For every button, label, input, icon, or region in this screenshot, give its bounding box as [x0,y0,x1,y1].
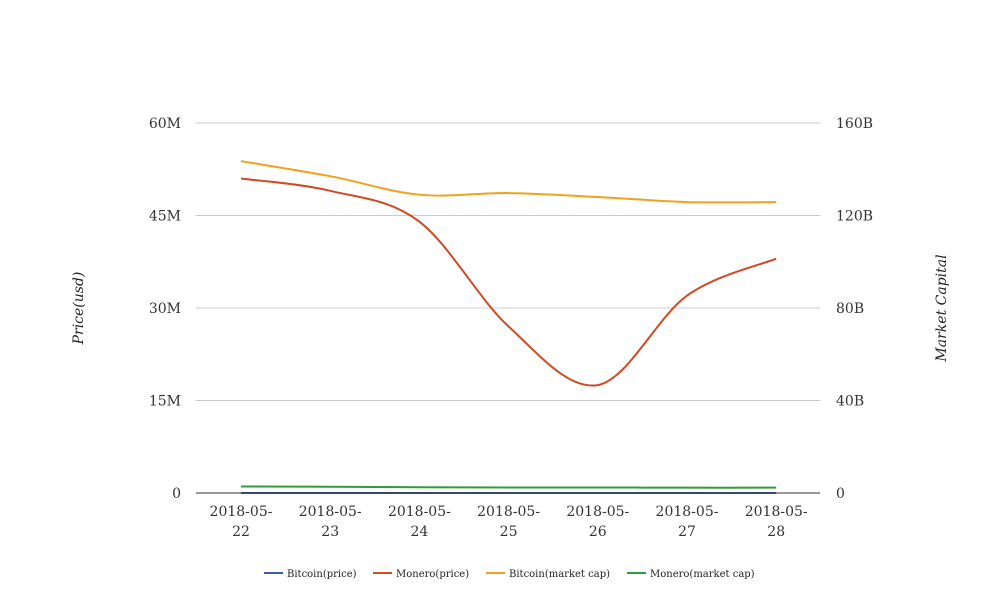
x-tick-label: 2018-05- 22 [210,504,273,540]
x-tick-label-line: 25 [500,524,518,540]
y2-tick-label: 0 [836,486,845,502]
y-tick-label: 0 [172,486,181,502]
legend-label: Bitcoin(market cap) [509,569,610,580]
x-tick-label-line: 22 [232,524,250,540]
legend: Bitcoin(price) Monero(price) Bitcoin(marke… [264,569,755,580]
x-tick-label: 2018-05- 24 [388,504,451,540]
x-tick-label-line: 2018-05- [656,504,719,520]
y-axis-ticks: 0 15M 30M 45M 60M [149,116,181,502]
x-tick-label-line: 2018-05- [745,504,808,520]
x-tick-label-line: 28 [767,524,785,540]
x-tick-label: 2018-05- 28 [745,504,808,540]
y2-tick-label: 40B [836,394,864,410]
y2-tick-label: 120B [836,209,873,225]
y2-tick-label: 160B [836,116,873,132]
x-tick-label: 2018-05- 26 [566,504,629,540]
x-tick-label-line: 27 [678,524,696,540]
x-tick-label: 2018-05- 23 [299,504,362,540]
y2-axis-ticks: 0 40B 80B 120B 160B [836,116,873,502]
x-tick-label-line: 2018-05- [210,504,273,520]
y-tick-label: 15M [149,394,181,410]
series-line-monero-price [240,177,777,387]
x-tick-label-line: 2018-05- [299,504,362,520]
series-line-monero-market-cap [240,485,777,489]
legend-label: Monero(price) [396,569,469,580]
y-tick-label: 30M [149,301,181,317]
legend-label: Monero(market cap) [650,569,755,580]
series-line-bitcoin-market-cap [240,160,777,204]
x-tick-label-line: 2018-05- [566,504,629,520]
y-axis-title: Price(usd) [71,272,87,346]
x-tick-label: 2018-05- 27 [656,504,719,540]
x-tick-label-line: 2018-05- [388,504,451,520]
x-tick-label-line: 26 [589,524,607,540]
x-tick-label-line: 2018-05- [477,504,540,520]
gridlines [196,122,820,401]
y-tick-label: 60M [149,116,181,132]
series-lines [240,160,777,494]
y2-tick-label: 80B [836,301,864,317]
x-tick-label: 2018-05- 25 [477,504,540,540]
x-tick-label-line: 24 [410,524,428,540]
legend-label: Bitcoin(price) [287,569,357,580]
y-tick-label: 45M [149,209,181,225]
x-axis-ticks: 2018-05- 22 2018-05- 23 2018-05- 24 2018-05- 25… [210,504,808,540]
y2-axis-title: Market Capital [934,254,950,362]
x-tick-label-line: 23 [321,524,339,540]
